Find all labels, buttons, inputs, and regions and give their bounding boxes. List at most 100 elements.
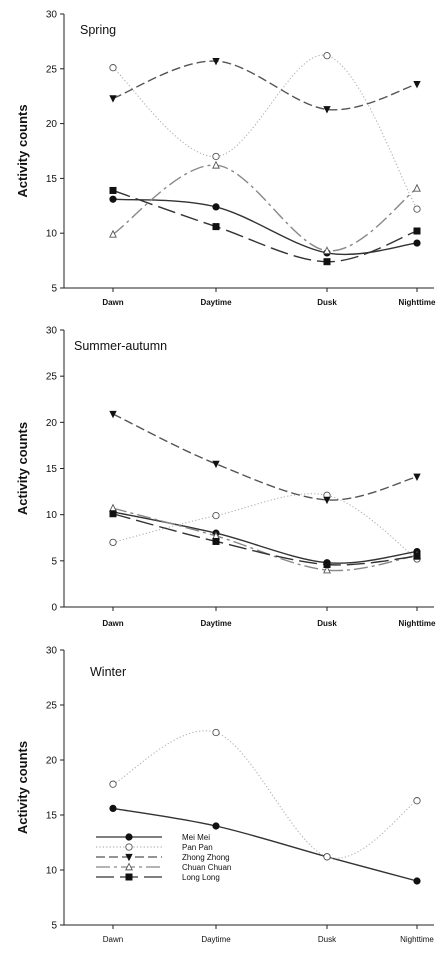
x-tick-label: Dusk xyxy=(317,619,337,628)
y-tick-label: 30 xyxy=(46,10,58,21)
data-point xyxy=(413,227,421,235)
data-point xyxy=(323,565,331,574)
x-tick-label: Nighttime xyxy=(400,935,434,944)
x-tick-label: Dawn xyxy=(102,619,123,628)
data-point xyxy=(109,804,117,813)
data-point xyxy=(109,780,117,788)
y-tick-label: 0 xyxy=(51,603,57,614)
series-group xyxy=(109,51,421,213)
series-line xyxy=(112,513,418,566)
x-tick-label: Dawn xyxy=(102,298,123,307)
x-tick-label: Nighttime xyxy=(399,298,436,307)
x-tick-label: Dusk xyxy=(317,298,337,307)
data-point xyxy=(109,64,117,72)
x-tick-label: Daytime xyxy=(200,619,232,628)
legend-marker xyxy=(125,853,133,862)
y-tick-label: 15 xyxy=(46,464,58,475)
legend-label: Pan Pan xyxy=(182,843,213,852)
y-tick-label: 15 xyxy=(46,174,58,185)
y-axis-label: Activity counts xyxy=(15,741,30,834)
data-point xyxy=(413,552,421,560)
data-point xyxy=(212,822,220,830)
series-line xyxy=(112,198,418,256)
data-point xyxy=(323,106,331,114)
data-point xyxy=(212,537,220,545)
panel-title: Spring xyxy=(80,23,116,37)
series-line xyxy=(112,507,418,572)
legend-marker xyxy=(125,862,133,871)
series-group xyxy=(109,186,421,266)
y-tick-label: 20 xyxy=(46,418,58,429)
series-group xyxy=(109,57,421,114)
data-point xyxy=(323,853,331,861)
legend-marker xyxy=(125,843,133,851)
data-point xyxy=(413,877,421,885)
data-point xyxy=(212,203,220,211)
legend-label: Mei Mei xyxy=(182,833,210,842)
legend-marker xyxy=(125,833,133,841)
data-point xyxy=(109,95,117,103)
x-tick-label: Dusk xyxy=(318,935,337,944)
data-point xyxy=(212,57,220,66)
series-group xyxy=(109,804,421,885)
y-tick-label: 10 xyxy=(46,229,58,240)
data-point xyxy=(413,183,421,192)
series-group xyxy=(109,508,421,567)
x-tick-label: Daytime xyxy=(201,935,231,944)
data-point xyxy=(323,496,331,505)
series-group xyxy=(109,410,421,505)
series-line xyxy=(112,189,418,263)
data-point xyxy=(323,51,331,60)
series-group xyxy=(109,491,421,563)
data-point xyxy=(413,205,421,213)
y-axis-label: Activity counts xyxy=(15,422,30,515)
y-tick-label: 30 xyxy=(46,326,58,337)
series-line xyxy=(112,730,418,859)
series-line xyxy=(112,54,418,210)
series-group xyxy=(109,160,421,255)
y-tick-label: 20 xyxy=(46,119,58,130)
data-point xyxy=(212,511,220,520)
data-point xyxy=(212,728,220,737)
y-axis-label: Activity counts xyxy=(15,104,30,197)
y-tick-label: 15 xyxy=(46,811,58,822)
series-line xyxy=(112,413,418,501)
series-line xyxy=(112,164,418,252)
y-tick-label: 5 xyxy=(51,556,57,567)
data-point xyxy=(212,160,220,169)
panel-title: Winter xyxy=(90,665,126,679)
series-line xyxy=(112,807,418,882)
data-point xyxy=(109,229,117,238)
chart-panel: 5 10 15 20 25 30 Dawn Daytime Dusk Nighttime Activ… xyxy=(15,10,436,308)
series-line xyxy=(112,60,418,111)
y-tick-label: 25 xyxy=(46,372,58,383)
data-point xyxy=(109,510,117,518)
x-tick-label: Nighttime xyxy=(399,619,436,628)
y-tick-label: 25 xyxy=(46,701,58,712)
series-group xyxy=(109,195,421,257)
y-tick-label: 30 xyxy=(46,646,58,657)
data-point xyxy=(109,410,117,419)
data-point xyxy=(109,195,117,203)
y-tick-label: 10 xyxy=(46,510,58,521)
x-tick-label: Dawn xyxy=(103,935,123,944)
data-point xyxy=(212,460,220,469)
chart-panel: 0 5 10 15 20 25 30 Dawn Daytime Dusk Nighttime Acti… xyxy=(15,326,436,629)
data-point xyxy=(109,503,117,512)
data-point xyxy=(323,561,331,569)
legend-label: Chuan Chuan xyxy=(182,863,231,872)
data-point xyxy=(109,186,117,194)
data-point xyxy=(323,258,331,266)
legend-label: Long Long xyxy=(182,873,220,882)
legend-label: Zhong Zhong xyxy=(182,853,230,862)
y-tick-label: 5 xyxy=(51,921,57,932)
y-tick-label: 10 xyxy=(46,866,58,877)
series-line xyxy=(112,493,418,560)
panel-title: Summer-autumn xyxy=(74,339,167,353)
y-tick-label: 20 xyxy=(46,756,58,767)
data-point xyxy=(413,80,421,89)
data-point xyxy=(109,538,117,547)
